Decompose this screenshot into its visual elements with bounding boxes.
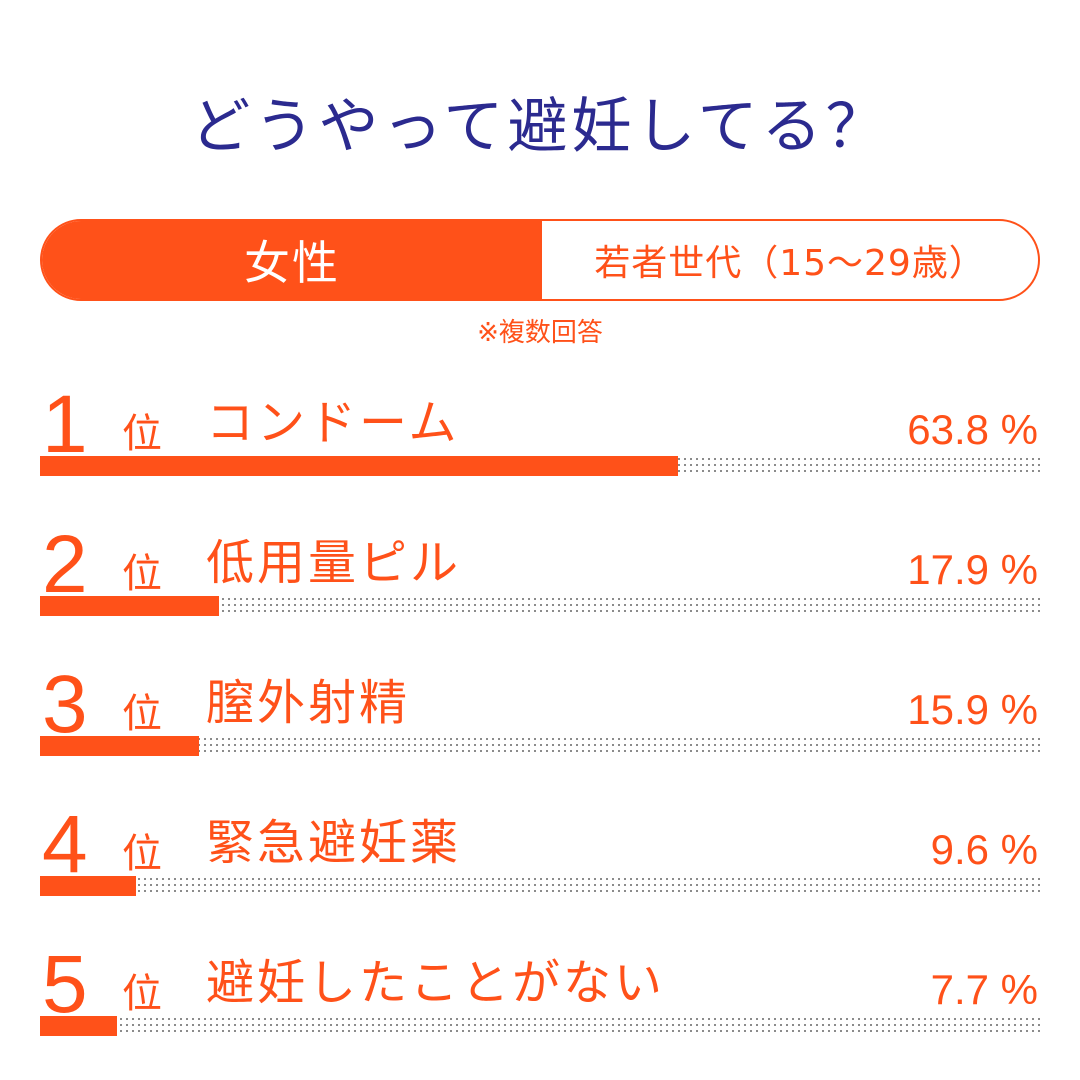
bar [40, 876, 136, 896]
rank-number: 5 [42, 939, 88, 1030]
rank-row-1: 1 位 コンドーム 63.8 % [0, 380, 1080, 520]
rank-number: 2 [42, 519, 88, 610]
rank-value: 17.9 % [907, 546, 1038, 593]
rank-value: 7.7 % [930, 966, 1038, 1013]
rank-unit: 位 [122, 411, 162, 457]
rank-label: 緊急避妊薬 [206, 815, 462, 871]
rank-unit: 位 [122, 971, 162, 1017]
bar [40, 456, 678, 476]
rank-row-3: 3 位 膣外射精 15.9 % [0, 660, 1080, 800]
rank-value: 63.8 % [907, 406, 1038, 453]
rank-unit: 位 [122, 551, 162, 597]
bar-track [40, 1016, 1040, 1036]
rank-label: コンドーム [206, 395, 460, 451]
rank-number: 1 [42, 379, 88, 470]
rank-label: 膣外射精 [206, 675, 411, 731]
bar [40, 1016, 117, 1036]
bar-track [40, 456, 1040, 476]
bar-track [40, 736, 1040, 756]
segment-header: 女性 若者世代（15～29歳） [40, 219, 1040, 301]
rank-row-2: 2 位 低用量ピル 17.9 % [0, 520, 1080, 660]
page-title: どうやって避妊してる？ [190, 92, 890, 162]
tab-female[interactable]: 女性 [42, 221, 542, 299]
multiple-answer-note: ※複数回答 [477, 318, 603, 348]
bar-track [40, 596, 1040, 616]
tab-youth-generation[interactable]: 若者世代（15～29歳） [594, 243, 986, 284]
rank-value: 15.9 % [907, 686, 1038, 733]
bar-track [40, 876, 1040, 896]
rank-unit: 位 [122, 691, 162, 737]
rank-unit: 位 [122, 831, 162, 877]
bar [40, 736, 199, 756]
bar [40, 596, 219, 616]
rank-label: 低用量ピル [206, 535, 462, 591]
rank-number: 3 [42, 659, 88, 750]
rank-row-5: 5 位 避妊したことがない 7.7 % [0, 940, 1080, 1080]
rank-value: 9.6 % [930, 826, 1038, 873]
rank-row-4: 4 位 緊急避妊薬 9.6 % [0, 800, 1080, 940]
rank-label: 避妊したことがない [206, 955, 666, 1011]
rank-number: 4 [42, 799, 88, 890]
